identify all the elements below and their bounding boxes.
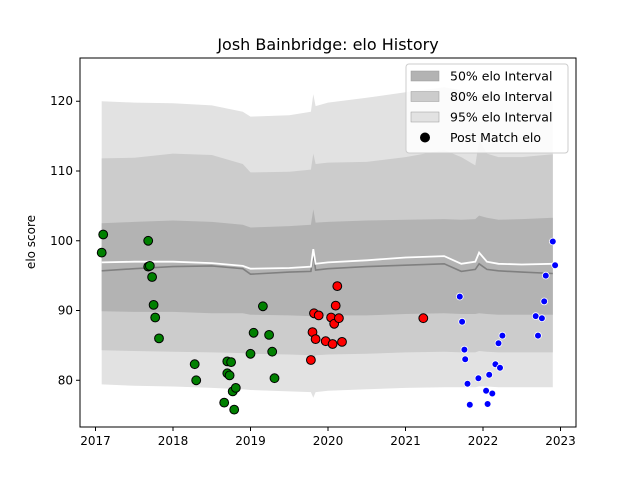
x-tick-label: 2022: [468, 434, 499, 448]
y-axis-label: elo score: [24, 215, 38, 269]
data-point: [418, 313, 429, 324]
data-point: [460, 345, 469, 354]
data-point: [482, 386, 490, 395]
data-point: [485, 370, 494, 379]
data-point: [267, 346, 278, 357]
data-point: [330, 300, 341, 311]
data-point: [488, 389, 497, 398]
legend-box: [405, 63, 569, 154]
legend-label: Post Match elo: [450, 130, 541, 145]
data-point: [538, 314, 546, 323]
data-point: [334, 313, 344, 324]
data-point: [258, 301, 268, 312]
data-point: [147, 272, 158, 282]
data-point: [143, 235, 154, 246]
data-point: [461, 355, 470, 364]
data-point: [483, 400, 492, 408]
data-point: [189, 359, 200, 370]
data-point: [224, 370, 235, 381]
data-point: [313, 310, 324, 321]
data-point: [230, 383, 241, 393]
legend-swatch: [410, 111, 440, 123]
data-point: [541, 271, 550, 280]
chart-title: Josh Bainbridge: elo History: [216, 35, 438, 54]
data-point: [534, 331, 542, 340]
data-point: [458, 317, 466, 326]
legend-marker: [420, 132, 430, 143]
x-tick-label: 2017: [80, 434, 111, 448]
data-point: [154, 333, 164, 344]
data-point: [465, 400, 474, 409]
data-point: [327, 339, 338, 349]
legend: 50% elo Interval 80% elo Interval 95% elo …: [405, 63, 569, 154]
legend-label: 50% elo Interval: [450, 69, 552, 84]
mean-line: [101, 248, 553, 270]
data-point: [310, 334, 321, 345]
data-point: [269, 373, 280, 384]
data-point: [245, 348, 256, 359]
data-point: [496, 363, 504, 372]
legend-swatch: [410, 91, 440, 102]
data-point: [229, 404, 240, 415]
legend-label: 95% elo Interval: [450, 110, 552, 125]
plot-area: 2017 2018 2019 2020 2021 2022 2023 80 90 100 110 12…: [50, 57, 577, 448]
legend-swatch: [410, 70, 440, 82]
data-point: [455, 292, 464, 301]
data-point: [98, 229, 109, 240]
y-tick-label: 80: [58, 373, 73, 387]
data-point: [337, 337, 347, 347]
data-point: [96, 247, 107, 258]
data-point: [332, 281, 343, 292]
data-point: [150, 312, 161, 323]
median-line: [101, 253, 553, 276]
data-point: [474, 374, 483, 383]
x-tick-label: 2019: [235, 434, 266, 448]
data-point: [219, 397, 230, 408]
y-tick-label: 120: [50, 94, 73, 108]
x-tick-label: 2021: [390, 434, 421, 448]
band-50-interval: [101, 209, 553, 319]
data-point: [463, 379, 472, 388]
data-point: [264, 330, 275, 340]
data-point: [191, 375, 202, 386]
data-point: [540, 297, 548, 306]
y-tick-label: 100: [50, 234, 73, 248]
data-point: [494, 339, 503, 348]
x-tick-label: 2020: [313, 434, 344, 448]
data-point: [531, 312, 540, 320]
data-point: [548, 237, 557, 246]
x-tick-label: 2023: [545, 434, 576, 448]
legend-label: 80% elo Interval: [450, 89, 552, 104]
data-point: [498, 331, 507, 340]
data-point: [306, 355, 316, 365]
data-point: [248, 327, 259, 338]
y-tick-label: 90: [58, 304, 73, 318]
data-point: [144, 261, 155, 271]
y-tick-label: 110: [50, 164, 73, 178]
x-tick-label: 2018: [158, 434, 189, 448]
data-point: [226, 357, 237, 368]
data-point: [148, 300, 159, 310]
data-point: [551, 261, 559, 270]
